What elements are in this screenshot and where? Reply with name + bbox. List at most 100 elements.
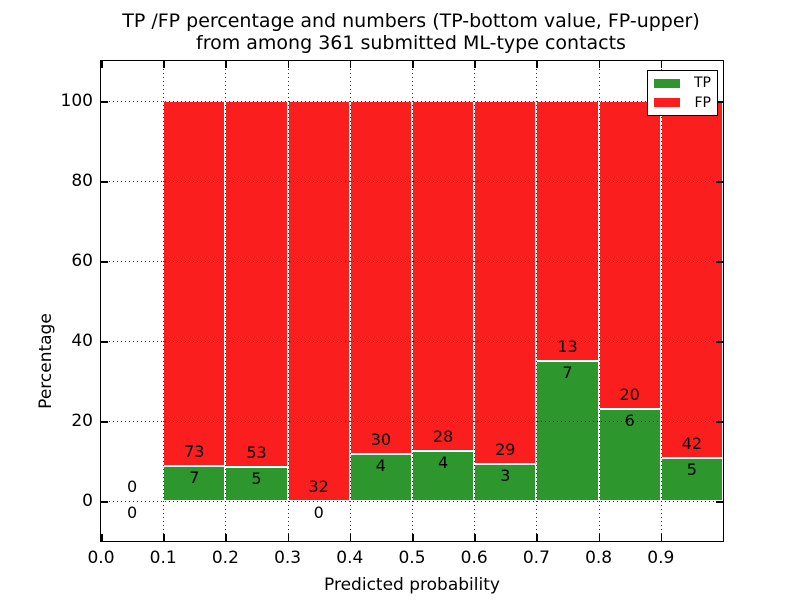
tp-count-label: 5 xyxy=(686,460,697,480)
x-tick-mark xyxy=(660,534,663,541)
x-tick-label: 0.3 xyxy=(274,548,302,568)
y-tick-label: 40 xyxy=(71,331,93,351)
fp-count-label: 0 xyxy=(127,477,138,496)
fp-count-label: 29 xyxy=(495,439,516,459)
y-tick-mark xyxy=(101,421,108,423)
x-tick-mark-top xyxy=(225,61,227,68)
x-tick-mark-top xyxy=(163,61,165,68)
x-tick-label: 0.7 xyxy=(522,548,550,568)
x-tick-label: 0.5 xyxy=(398,548,426,568)
fp-count-label: 73 xyxy=(184,442,205,461)
y-tick-label: 60 xyxy=(71,251,93,271)
x-tick-mark-top xyxy=(660,61,663,68)
gridline-vertical xyxy=(287,61,289,541)
tp-bar-segment xyxy=(660,458,723,501)
fp-bar-segment xyxy=(225,101,288,467)
x-tick-mark xyxy=(349,534,352,541)
gridline-horizontal xyxy=(101,181,723,182)
tp-count-label: 0 xyxy=(313,503,324,522)
y-tick-mark-right xyxy=(716,101,723,103)
tp-bar-segment xyxy=(349,454,412,501)
x-tick-label: 0.6 xyxy=(460,548,488,568)
tp-count-label: 5 xyxy=(251,468,262,488)
x-tick-mark xyxy=(163,534,165,541)
gridline-horizontal xyxy=(101,261,723,262)
tp-count-label: 7 xyxy=(189,468,200,487)
x-tick-mark xyxy=(225,534,227,541)
x-tick-mark-top xyxy=(474,61,476,68)
y-tick-label: 80 xyxy=(71,171,93,191)
x-tick-mark xyxy=(536,534,538,541)
fp-legend-swatch xyxy=(654,98,680,108)
fp-bar-segment xyxy=(163,101,226,466)
y-tick-label: 100 xyxy=(60,91,93,111)
y-tick-mark-right xyxy=(716,181,723,183)
fp-bar-segment xyxy=(660,101,723,459)
tp-legend-label: TP xyxy=(694,75,711,92)
tp-count-label: 4 xyxy=(375,456,386,475)
y-tick-mark xyxy=(101,341,108,343)
y-tick-mark-right xyxy=(716,261,723,263)
tp-bar-segment xyxy=(163,466,226,501)
y-tick-mark-right xyxy=(716,341,723,343)
fp-bar-segment xyxy=(536,101,599,361)
x-tick-mark-top xyxy=(412,61,414,68)
x-tick-mark xyxy=(412,534,414,541)
tp-bar-segment xyxy=(536,361,599,501)
fp-count-label: 13 xyxy=(557,337,578,356)
gridline-vertical xyxy=(163,61,165,541)
x-tick-label: 0.2 xyxy=(211,548,239,568)
y-tick-label: 20 xyxy=(71,411,93,431)
y-tick-mark xyxy=(101,181,108,183)
tp-count-label: 3 xyxy=(500,465,511,485)
tp-count-label: 0 xyxy=(127,503,138,522)
gridline-vertical xyxy=(660,61,662,541)
x-tick-label: 0.9 xyxy=(647,548,675,568)
legend-row-tp: TP xyxy=(654,76,711,90)
y-axis-label: Percentage xyxy=(36,313,56,409)
fp-count-label: 32 xyxy=(308,477,329,496)
fp-bar-segment xyxy=(474,101,537,464)
x-tick-mark-top xyxy=(101,61,103,68)
fp-bar-segment xyxy=(349,101,412,454)
gridline-vertical xyxy=(474,61,476,541)
x-tick-label: 0.1 xyxy=(149,548,177,568)
fp-bar-segment xyxy=(287,101,350,501)
x-tick-mark xyxy=(101,534,103,541)
x-tick-mark xyxy=(474,534,476,541)
gridline-horizontal xyxy=(101,101,723,102)
fp-legend-label: FP xyxy=(694,94,712,111)
x-tick-mark-top xyxy=(349,61,352,68)
x-tick-mark xyxy=(287,534,290,541)
x-tick-mark xyxy=(598,534,601,541)
x-tick-mark-top xyxy=(536,61,538,68)
legend: TP FP xyxy=(647,70,718,116)
tp-count-label: 7 xyxy=(562,363,573,382)
tp-legend-swatch xyxy=(654,78,680,88)
gridline-vertical xyxy=(536,61,538,541)
x-tick-label: 0.0 xyxy=(87,548,115,568)
chart-title-line1: TP /FP percentage and numbers (TP-bottom… xyxy=(122,10,700,32)
tp-count-label: 6 xyxy=(624,410,635,430)
y-tick-mark xyxy=(101,501,108,503)
y-tick-label: 0 xyxy=(82,491,93,511)
gridline-vertical xyxy=(225,61,227,541)
tp-count-label: 4 xyxy=(438,453,449,472)
fp-count-label: 53 xyxy=(246,442,267,462)
chart-title: TP /FP percentage and numbers (TP-bottom… xyxy=(100,10,722,54)
fp-count-label: 28 xyxy=(432,427,454,446)
y-tick-mark xyxy=(101,101,108,103)
x-axis-label: Predicted probability xyxy=(324,575,500,595)
tp-bar-segment xyxy=(598,408,661,501)
x-tick-label: 0.4 xyxy=(336,548,364,568)
y-tick-mark-right xyxy=(716,421,723,423)
plot-area: Predicted probability Percentage TP FP 0… xyxy=(36,60,724,595)
gridline-horizontal xyxy=(101,341,723,342)
y-tick-mark-right xyxy=(716,501,723,503)
gridline-vertical xyxy=(598,61,600,541)
fp-count-label: 30 xyxy=(370,430,392,449)
x-tick-label: 0.8 xyxy=(585,548,613,568)
gridline-vertical xyxy=(349,61,351,541)
gridline-vertical xyxy=(412,61,413,541)
